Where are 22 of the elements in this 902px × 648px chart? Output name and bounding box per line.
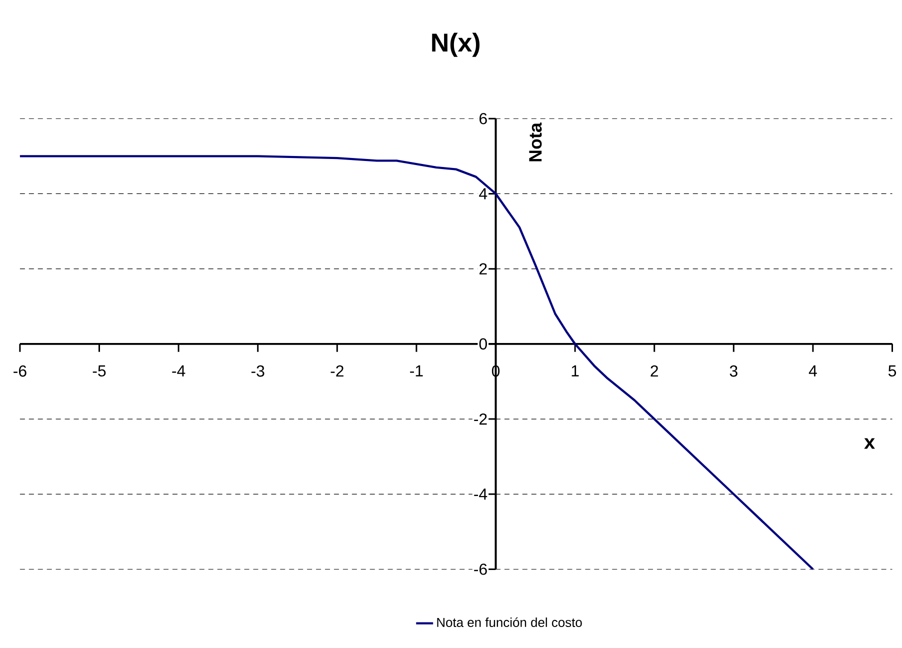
y-tick-label: 2 — [480, 263, 487, 274]
x-tick-label: 1 — [572, 365, 579, 376]
y-tick-label: 6 — [480, 112, 487, 124]
x-tick-label: -5 — [92, 365, 106, 377]
x-tick-label: -2 — [330, 365, 344, 377]
x-tick-label: -3 — [251, 365, 264, 377]
y-tick-label: 0 — [479, 338, 487, 350]
x-tick-label: 2 — [650, 365, 658, 377]
y-tick-label: -6 — [474, 564, 487, 575]
y-tick-label: 4 — [479, 188, 488, 200]
x-tick-label: 5 — [888, 365, 896, 377]
x-tick-label: -1 — [410, 365, 423, 376]
x-tick-label: -6 — [14, 365, 26, 377]
chart-title: N(x) — [432, 32, 480, 57]
x-tick-label: -4 — [172, 365, 186, 376]
x-axis-title: x — [864, 438, 875, 449]
x-tick-label: 3 — [730, 365, 738, 377]
y-tick-label: -4 — [474, 488, 488, 500]
x-tick-label: 4 — [808, 365, 817, 376]
y-axis-title: Nota — [529, 122, 542, 162]
y-tick-label: -2 — [474, 413, 487, 425]
legend-label: Nota en función del costo — [437, 617, 582, 628]
